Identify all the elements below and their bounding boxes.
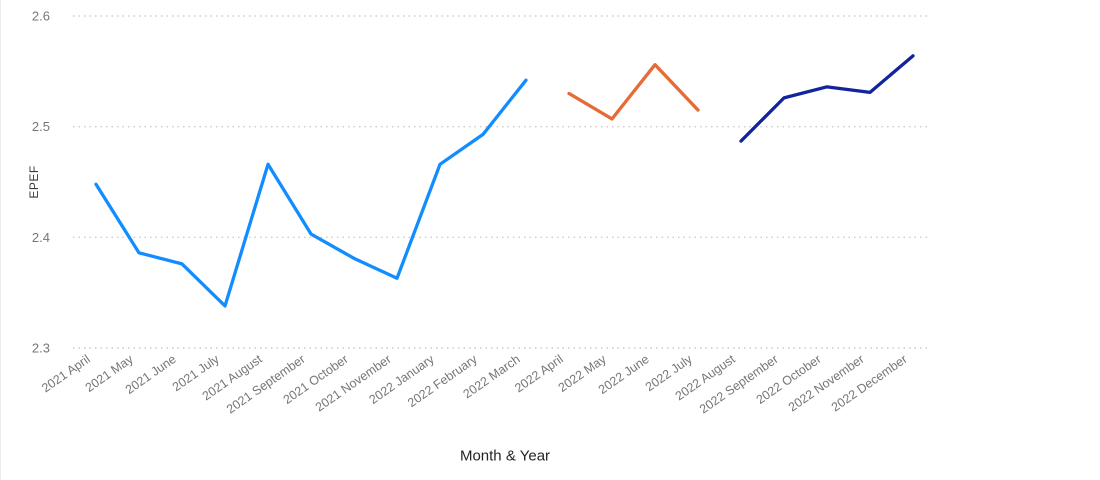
- line-series-3[interactable]: [739, 54, 915, 143]
- x-tick-label: 2022 April: [512, 352, 566, 395]
- y-tick-label: 2.6: [32, 9, 50, 24]
- y-axis-title: EPEF: [27, 165, 41, 199]
- y-tick-label: 2.5: [32, 119, 50, 134]
- line-series-1[interactable]: [94, 78, 528, 308]
- x-tick-label: 2022 December: [829, 352, 910, 414]
- x-tick-label: 2021 April: [39, 352, 93, 395]
- line-series-2[interactable]: [567, 63, 700, 121]
- x-tick-label: 2021 November: [313, 352, 394, 414]
- y-tick-label: 2.4: [32, 230, 50, 245]
- y-tick-label: 2.3: [32, 341, 50, 356]
- x-tick-label: 2022 November: [786, 352, 867, 414]
- x-axis-title: Month & Year: [459, 447, 551, 465]
- left-edge-divider: [0, 0, 1, 480]
